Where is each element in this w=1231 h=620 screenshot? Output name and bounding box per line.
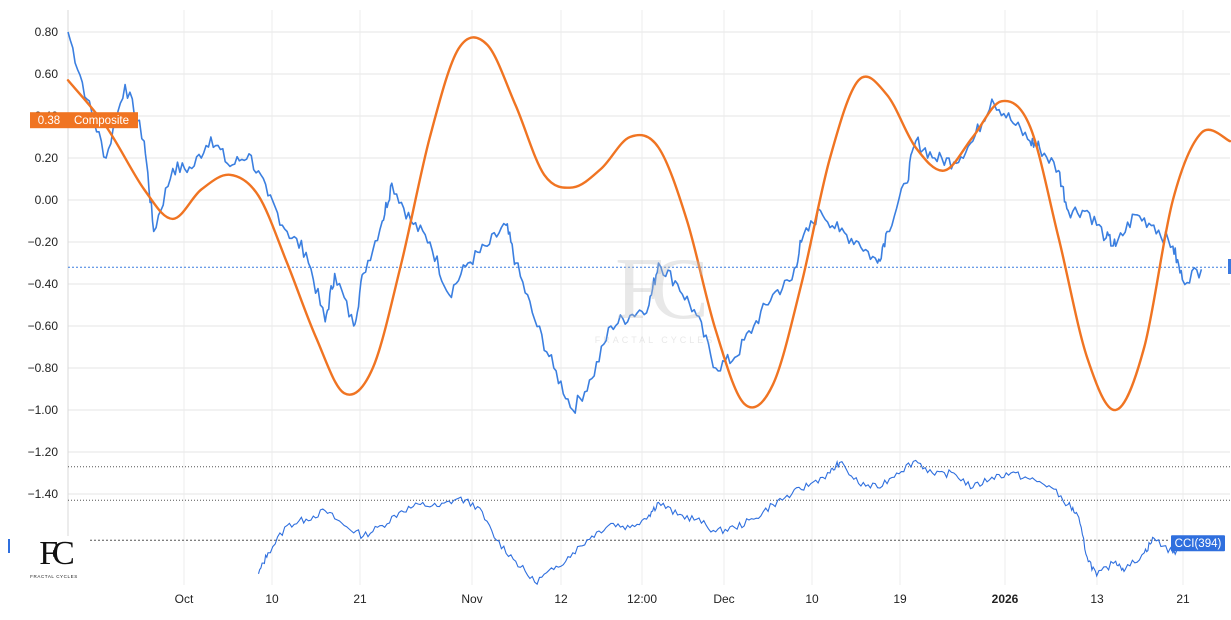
price-scale-marker <box>1228 259 1231 274</box>
y-tick-label: −0.20 <box>28 235 59 249</box>
x-tick-label: Oct <box>175 592 194 606</box>
x-tick-label: 12:00 <box>627 592 657 606</box>
y-tick-label: −1.20 <box>28 445 59 459</box>
y-tick-label: 0.80 <box>35 25 59 39</box>
x-tick-label: Nov <box>461 592 482 606</box>
logo-mark: FC <box>39 535 75 572</box>
x-tick-label: 13 <box>1090 592 1104 606</box>
composite-name-box <box>68 112 138 129</box>
x-tick-label: Dec <box>713 592 734 606</box>
series-price-line[interactable] <box>67 31 1203 414</box>
y-tick-label: −1.00 <box>28 403 59 417</box>
cci-label-box <box>1171 535 1225 552</box>
y-tick-label: −1.40 <box>28 487 59 501</box>
y-tick-label: 0.60 <box>35 67 59 81</box>
y-tick-label: −0.80 <box>28 361 59 375</box>
x-tick-label: 12 <box>554 592 568 606</box>
composite-value-label: 0.38 <box>38 115 60 127</box>
x-tick-label: 21 <box>1176 592 1190 606</box>
y-tick-label: −0.60 <box>28 319 59 333</box>
y-tick-label: 0.20 <box>35 151 59 165</box>
indicator-cci-line[interactable] <box>257 459 1193 586</box>
y-tick-label: 0.00 <box>35 193 59 207</box>
x-tick-label: 21 <box>353 592 367 606</box>
x-tick-label: 10 <box>805 592 819 606</box>
series-composite-line[interactable] <box>66 36 1231 412</box>
logo-text: FRACTAL CYCLES <box>30 574 78 579</box>
cci-label: CCI(394) <box>1175 538 1222 550</box>
y-tick-label: −0.40 <box>28 277 59 291</box>
brand-logo: FC FRACTAL CYCLES <box>22 536 86 588</box>
x-tick-label: 19 <box>893 592 907 606</box>
x-tick-label: 2026 <box>992 592 1019 606</box>
pane-left-marker <box>8 539 10 553</box>
x-tick-label: 10 <box>265 592 279 606</box>
composite-name-label: Composite <box>74 115 129 127</box>
composite-value-box <box>30 112 68 129</box>
